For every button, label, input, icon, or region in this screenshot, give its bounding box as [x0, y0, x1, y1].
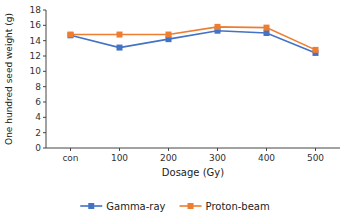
y-tick-label: 10 [30, 66, 42, 76]
series-marker [313, 47, 319, 53]
y-tick [43, 148, 46, 149]
legend: Gamma-ray Proton-beam [80, 201, 269, 212]
y-tick-label: 12 [30, 51, 41, 61]
x-tick [119, 148, 120, 151]
x-tick [217, 148, 218, 151]
y-tick-label: 18 [30, 5, 42, 15]
x-tick-label: 500 [307, 153, 324, 163]
x-axis-label: Dosage (Gy) [162, 167, 224, 178]
y-tick [43, 132, 46, 133]
chart: 0 2 4 6 8 10 12 14 16 18 con 100 200 300 400 500 Dosage … [0, 0, 350, 220]
x-tick-label: con [62, 153, 78, 163]
series-marker [68, 32, 74, 38]
x-axis [46, 148, 340, 149]
series-marker [117, 45, 123, 51]
y-tick-label: 0 [35, 143, 41, 153]
x-tick-label: 400 [258, 153, 275, 163]
x-tick-label: 200 [160, 153, 177, 163]
x-tick-label: 100 [111, 153, 128, 163]
y-tick-label: 6 [35, 97, 41, 107]
y-tick [43, 56, 46, 57]
y-axis-label: One hundred seed weight (g) [4, 13, 14, 145]
series-marker [215, 24, 221, 30]
series-marker [68, 32, 74, 38]
x-tick [315, 148, 316, 151]
legend-marker [88, 203, 94, 209]
legend-item: Gamma-ray [80, 201, 165, 212]
series-marker [166, 32, 172, 38]
series-marker [264, 30, 270, 36]
y-tick [43, 40, 46, 41]
y-tick [43, 25, 46, 26]
y-tick-label: 14 [30, 36, 42, 46]
legend-label: Gamma-ray [106, 201, 165, 212]
y-tick-label: 8 [35, 82, 41, 92]
legend-marker [188, 203, 194, 209]
y-tick [43, 102, 46, 103]
y-tick-label: 16 [30, 20, 42, 30]
y-tick-label: 2 [35, 128, 41, 138]
y-tick [43, 71, 46, 72]
series-marker [264, 25, 270, 31]
x-tick-label: 300 [209, 153, 226, 163]
x-tick [266, 148, 267, 151]
series-line [71, 27, 316, 50]
plot-area [68, 24, 319, 56]
y-tick-label: 4 [35, 112, 41, 122]
x-tick [168, 148, 169, 151]
y-tick [43, 10, 46, 11]
y-tick [43, 86, 46, 87]
y-tick [43, 117, 46, 118]
y-axis [46, 10, 47, 148]
legend-label: Proton-beam [206, 201, 270, 212]
legend-item: Proton-beam [180, 201, 270, 212]
x-tick [70, 148, 71, 151]
series-marker [117, 32, 123, 38]
